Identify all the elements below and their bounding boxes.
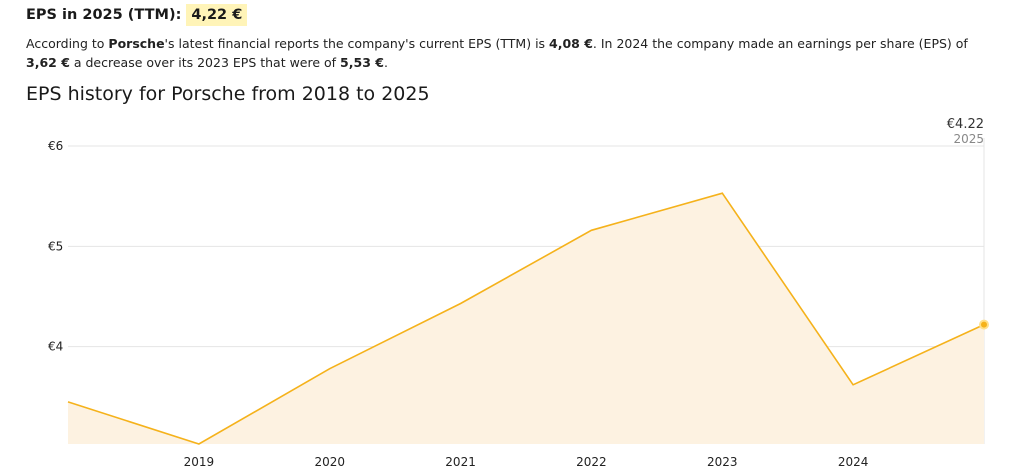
highlight-year-label: 2025 xyxy=(953,132,984,146)
eps-2024: 3,62 € xyxy=(26,55,70,70)
x-tick-label: 2024 xyxy=(838,455,869,469)
chart-title: EPS history for Porsche from 2018 to 202… xyxy=(26,83,430,105)
eps-label: EPS in 2025 (TTM): xyxy=(26,7,182,23)
x-tick-label: 2019 xyxy=(184,455,215,469)
x-tick-label: 2023 xyxy=(707,455,738,469)
highlight-value-label: €4.22 xyxy=(947,117,984,132)
eps-history-chart: €4 €5 €6 2019 2020 2021 2022 2023 2024 €4.22 20… xyxy=(48,117,989,469)
latest-data-point xyxy=(979,319,989,330)
eps-value-badge: 4,22 € xyxy=(186,4,248,26)
desc-text-1: According to xyxy=(26,36,109,51)
y-tick-label: €6 xyxy=(48,139,63,153)
desc-text-5: . xyxy=(383,55,388,70)
desc-text-2: 's latest financial reports the company'… xyxy=(164,36,550,51)
current-eps: 4,08 € xyxy=(549,36,593,51)
summary-section: EPS in 2025 (TTM): 4,22 € According to P… xyxy=(26,0,1006,72)
eps-heading: EPS in 2025 (TTM): 4,22 € xyxy=(26,0,1006,30)
y-tick-label: €4 xyxy=(48,340,63,354)
eps-description: According to Porsche's latest financial … xyxy=(26,34,1001,72)
y-tick-label: €5 xyxy=(48,239,63,253)
x-tick-label: 2022 xyxy=(576,455,607,469)
y-axis-labels: €4 €5 €6 xyxy=(48,139,63,354)
x-tick-label: 2021 xyxy=(445,455,476,469)
eps-area-fill xyxy=(68,193,984,444)
company-name: Porsche xyxy=(108,36,165,51)
x-tick-label: 2020 xyxy=(314,455,345,469)
eps-2023: 5,53 € xyxy=(340,55,384,70)
desc-text-3: . In 2024 the company made an earnings p… xyxy=(592,36,968,51)
desc-text-4: a decrease over its 2023 EPS that were o… xyxy=(69,55,341,70)
eps-series-line xyxy=(67,192,985,445)
data-points xyxy=(979,319,989,330)
x-axis-labels: 2019 2020 2021 2022 2023 2024 xyxy=(184,455,869,469)
